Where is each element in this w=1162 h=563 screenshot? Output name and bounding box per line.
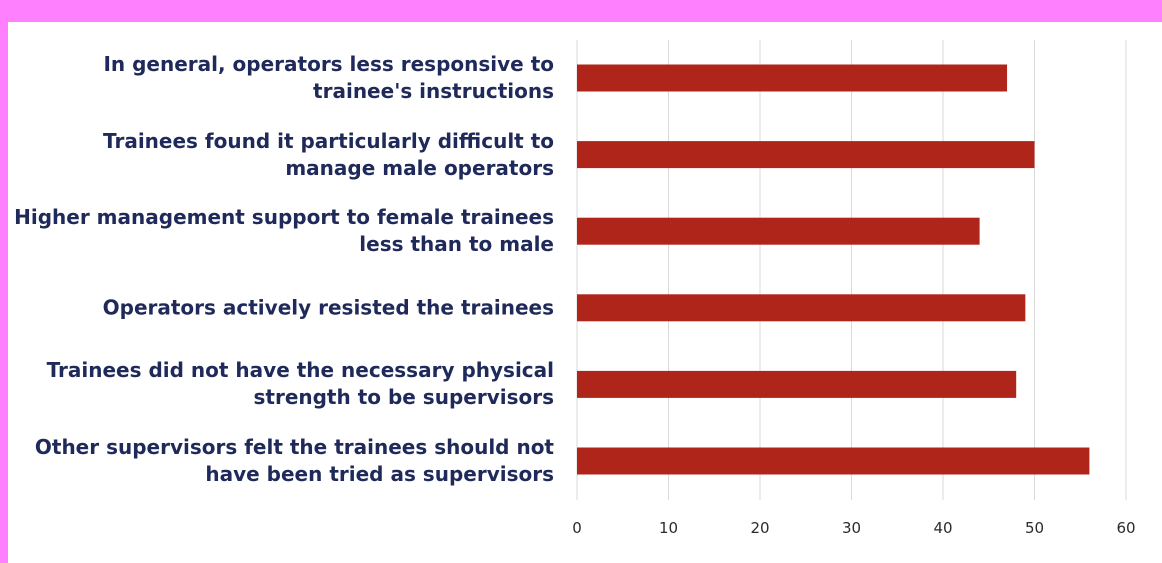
category-label: In general, operators less responsive to… <box>103 52 554 103</box>
bar <box>577 141 1035 169</box>
bar <box>577 447 1090 475</box>
category-label: Trainees did not have the necessary phys… <box>46 358 554 410</box>
x-tick-label: 40 <box>933 519 952 537</box>
x-tick-label: 0 <box>572 519 582 537</box>
bar <box>577 217 980 245</box>
x-tick-label: 50 <box>1025 519 1044 537</box>
category-label: Higher management support to female trai… <box>14 205 554 257</box>
category-label: Operators actively resisted the trainees <box>102 295 554 320</box>
category-label: Trainees found it particularly difficult… <box>103 128 554 180</box>
x-tick-label: 30 <box>842 519 861 537</box>
bar <box>577 294 1026 322</box>
x-tick-label: 20 <box>750 519 769 537</box>
bar <box>577 370 1017 398</box>
chart: 0 10 20 30 40 50 60 <box>572 40 1136 537</box>
chart-frame: 0 10 20 30 40 50 60 In general, operators less… <box>8 22 1162 563</box>
x-tick-label: 10 <box>659 519 678 537</box>
category-label: Other supervisors felt the trainees shou… <box>34 435 554 486</box>
bar <box>577 64 1008 92</box>
x-tick-label: 60 <box>1116 519 1135 537</box>
